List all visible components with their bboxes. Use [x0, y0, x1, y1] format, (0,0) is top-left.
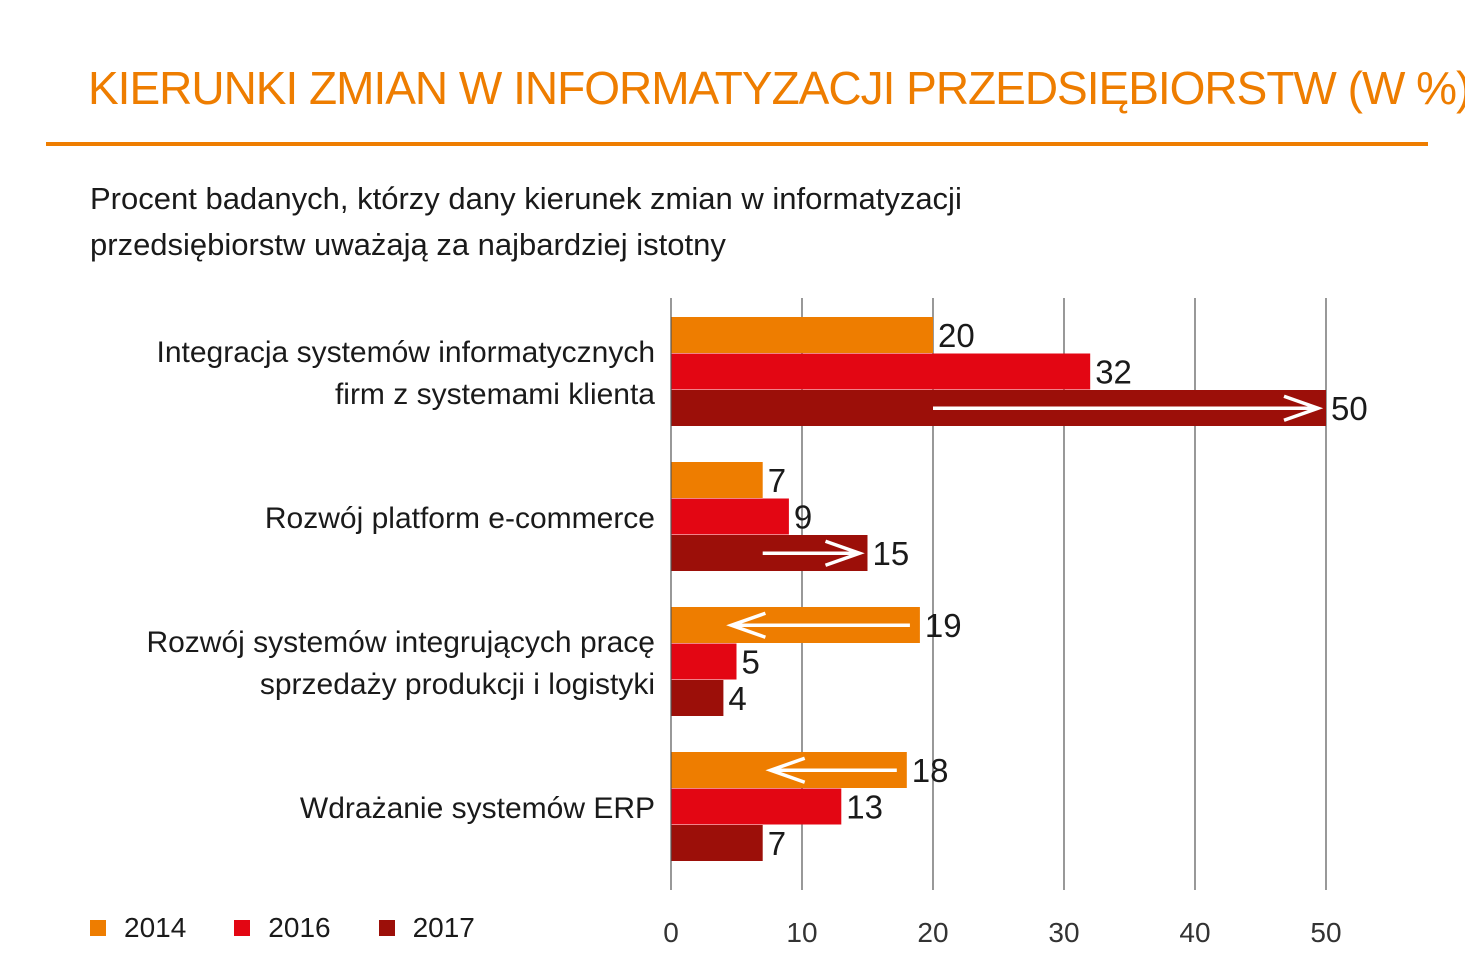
category-label: sprzedaży produkcji i logistyki	[260, 668, 655, 701]
bar	[671, 462, 763, 498]
legend-swatch	[90, 920, 106, 936]
data-label: 32	[1095, 354, 1132, 391]
legend-label: 2014	[124, 912, 187, 943]
bar	[671, 498, 789, 535]
data-label: 9	[794, 499, 812, 536]
bar	[671, 643, 737, 680]
trend-arrow-head	[765, 756, 806, 784]
legend-swatch	[234, 920, 251, 936]
data-label: 5	[742, 644, 760, 681]
chart-subtitle: Procent badanych, którzy dany kierunek z…	[90, 181, 962, 262]
data-label: 15	[873, 535, 910, 572]
category-label: Wdrażanie systemów ERP	[300, 792, 655, 825]
chart-title: KIERUNKI ZMIAN W INFORMATYZACJI PRZEDSIĘ…	[88, 62, 1465, 114]
data-label: 7	[768, 462, 786, 499]
x-tick-label: 40	[1179, 917, 1210, 948]
bar	[671, 788, 842, 825]
title-divider	[46, 142, 1428, 146]
data-label: 13	[846, 789, 883, 826]
trend-arrow-head	[726, 611, 766, 639]
data-label: 20	[938, 317, 975, 354]
bar	[671, 317, 933, 353]
x-tick-label: 20	[917, 917, 948, 948]
category-label: Integracja systemów informatycznych	[156, 336, 655, 369]
bar	[671, 353, 1091, 390]
x-tick-label: 30	[1048, 917, 1079, 948]
legend-item: 2017	[378, 912, 475, 944]
x-tick-label: 50	[1310, 917, 1341, 948]
legend-label: 2016	[268, 912, 331, 943]
category-label: firm z systemami klienta	[335, 378, 655, 411]
legend-item: 2016	[234, 912, 331, 944]
legend-swatch	[378, 920, 395, 936]
category-label: Rozwój platform e-commerce	[265, 502, 655, 535]
legend-item: 2014	[90, 912, 186, 944]
data-label: 4	[728, 680, 746, 717]
data-label: 19	[925, 607, 962, 644]
x-tick-label: 10	[786, 917, 817, 948]
bar	[671, 825, 763, 861]
category-label: Rozwój systemów integrujących pracę	[146, 626, 655, 659]
data-label: 18	[912, 752, 949, 789]
x-tick-label: 0	[663, 917, 679, 948]
data-label: 7	[768, 825, 786, 862]
data-label: 50	[1331, 390, 1368, 427]
bar	[671, 680, 724, 716]
legend-label: 2017	[412, 912, 475, 943]
trend-arrow-head	[1283, 394, 1324, 422]
trend-arrow-head	[824, 539, 865, 567]
legend: 2014 2016 2017	[90, 912, 523, 944]
